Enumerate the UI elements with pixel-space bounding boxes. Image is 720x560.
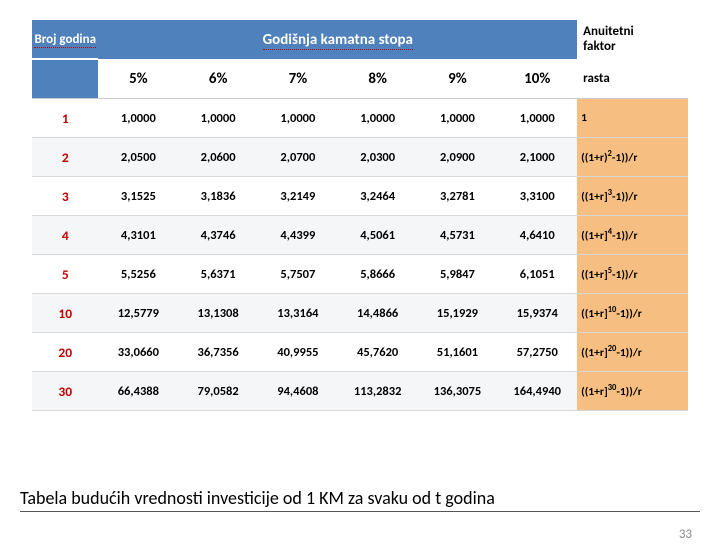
col-pct: 9% bbox=[418, 59, 498, 99]
value-cell: 3,2781 bbox=[418, 177, 498, 216]
annuity-factor-table: Broj godina Godišnja kamatna stopa Anuit… bbox=[32, 20, 688, 411]
value-cell: 1,0000 bbox=[338, 99, 418, 138]
value-cell: 5,5256 bbox=[98, 255, 178, 294]
table-row: 2033,066036,735640,995545,762051,160157,… bbox=[32, 333, 688, 372]
value-cell: 51,1601 bbox=[418, 333, 498, 372]
value-cell: 3,2149 bbox=[258, 177, 338, 216]
value-cell: 2,0900 bbox=[418, 138, 498, 177]
value-cell: 2,0300 bbox=[338, 138, 418, 177]
header-rate: Godišnja kamatna stopa bbox=[98, 20, 577, 59]
value-cell: 57,2750 bbox=[497, 333, 577, 372]
formula-cell: 1 bbox=[577, 99, 688, 138]
formula-cell: ((1+r]3-1))/r bbox=[577, 177, 688, 216]
col-pct: 8% bbox=[338, 59, 418, 99]
value-cell: 1,0000 bbox=[258, 99, 338, 138]
value-cell: 3,2464 bbox=[338, 177, 418, 216]
formula-cell: ((1+r]30-1))/r bbox=[577, 372, 688, 411]
table-row: 3066,438879,058294,4608113,2832136,30751… bbox=[32, 372, 688, 411]
table-row: 55,52565,63715,75075,86665,98476,1051((1… bbox=[32, 255, 688, 294]
percent-row: 5% 6% 7% 8% 9% 10% rasta bbox=[32, 59, 688, 99]
value-cell: 1,0000 bbox=[497, 99, 577, 138]
value-cell: 136,3075 bbox=[418, 372, 498, 411]
header-rasta: rasta bbox=[577, 59, 688, 99]
year-cell: 30 bbox=[32, 372, 98, 411]
header-factor: Anuitetni faktor bbox=[577, 20, 688, 59]
table-row: 22,05002,06002,07002,03002,09002,1000((1… bbox=[32, 138, 688, 177]
value-cell: 33,0660 bbox=[98, 333, 178, 372]
value-cell: 2,0500 bbox=[98, 138, 178, 177]
formula-cell: ((1+r]4-1))/r bbox=[577, 216, 688, 255]
formula-cell: ((1+r)2-1))/r bbox=[577, 138, 688, 177]
value-cell: 15,9374 bbox=[497, 294, 577, 333]
year-cell: 3 bbox=[32, 177, 98, 216]
col-pct: 10% bbox=[497, 59, 577, 99]
value-cell: 79,0582 bbox=[178, 372, 258, 411]
year-cell: 4 bbox=[32, 216, 98, 255]
formula-cell: ((1+r]5-1))/r bbox=[577, 255, 688, 294]
year-cell: 2 bbox=[32, 138, 98, 177]
col-pct: 6% bbox=[178, 59, 258, 99]
value-cell: 3,3100 bbox=[497, 177, 577, 216]
value-cell: 5,8666 bbox=[338, 255, 418, 294]
value-cell: 4,5731 bbox=[418, 216, 498, 255]
table-row: 1012,577913,130813,316414,486615,192915,… bbox=[32, 294, 688, 333]
value-cell: 66,4388 bbox=[98, 372, 178, 411]
value-cell: 13,3164 bbox=[258, 294, 338, 333]
value-cell: 15,1929 bbox=[418, 294, 498, 333]
value-cell: 1,0000 bbox=[98, 99, 178, 138]
value-cell: 45,7620 bbox=[338, 333, 418, 372]
year-cell: 1 bbox=[32, 99, 98, 138]
value-cell: 14,4866 bbox=[338, 294, 418, 333]
value-cell: 3,1836 bbox=[178, 177, 258, 216]
formula-cell: ((1+r]20-1))/r bbox=[577, 333, 688, 372]
value-cell: 5,6371 bbox=[178, 255, 258, 294]
col-pct: 7% bbox=[258, 59, 338, 99]
year-cell: 20 bbox=[32, 333, 98, 372]
value-cell: 1,0000 bbox=[178, 99, 258, 138]
value-cell: 1,0000 bbox=[418, 99, 498, 138]
value-cell: 4,3101 bbox=[98, 216, 178, 255]
table-caption: Tabela budućih vrednosti investicije od … bbox=[20, 487, 700, 512]
header-row-1: Broj godina Godišnja kamatna stopa Anuit… bbox=[32, 20, 688, 59]
value-cell: 94,4608 bbox=[258, 372, 338, 411]
value-cell: 36,7356 bbox=[178, 333, 258, 372]
value-cell: 13,1308 bbox=[178, 294, 258, 333]
value-cell: 4,4399 bbox=[258, 216, 338, 255]
header-years: Broj godina bbox=[32, 20, 98, 59]
value-cell: 2,0600 bbox=[178, 138, 258, 177]
year-cell: 10 bbox=[32, 294, 98, 333]
value-cell: 4,5061 bbox=[338, 216, 418, 255]
value-cell: 4,3746 bbox=[178, 216, 258, 255]
table-row: 11,00001,00001,00001,00001,00001,00001 bbox=[32, 99, 688, 138]
value-cell: 12,5779 bbox=[98, 294, 178, 333]
value-cell: 6,1051 bbox=[497, 255, 577, 294]
value-cell: 40,9955 bbox=[258, 333, 338, 372]
value-cell: 5,7507 bbox=[258, 255, 338, 294]
year-cell: 5 bbox=[32, 255, 98, 294]
value-cell: 2,0700 bbox=[258, 138, 338, 177]
value-cell: 113,2832 bbox=[338, 372, 418, 411]
col-pct: 5% bbox=[98, 59, 178, 99]
value-cell: 164,4940 bbox=[497, 372, 577, 411]
value-cell: 3,1525 bbox=[98, 177, 178, 216]
table-row: 44,31014,37464,43994,50614,57314,6410((1… bbox=[32, 216, 688, 255]
value-cell: 5,9847 bbox=[418, 255, 498, 294]
value-cell: 4,6410 bbox=[497, 216, 577, 255]
blank-cell bbox=[32, 59, 98, 99]
formula-cell: ((1+r]10-1))/r bbox=[577, 294, 688, 333]
table-row: 33,15253,18363,21493,24643,27813,3100((1… bbox=[32, 177, 688, 216]
value-cell: 2,1000 bbox=[497, 138, 577, 177]
